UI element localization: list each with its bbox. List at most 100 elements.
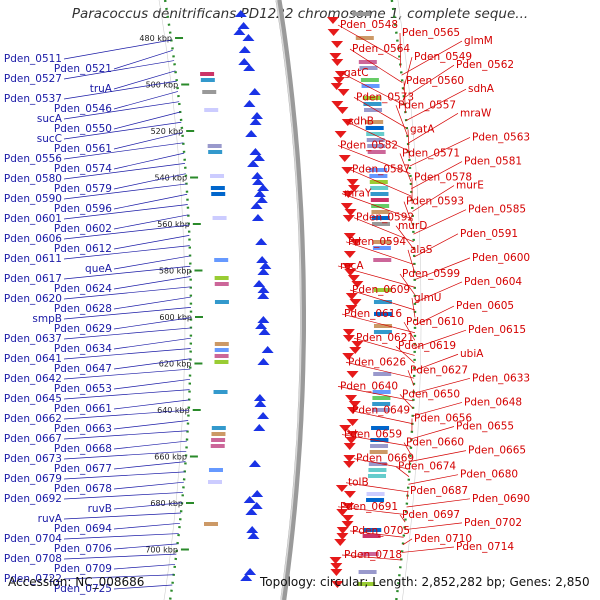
right-leader-line [341, 193, 413, 220]
gene-label-left: Pden_0722 [4, 573, 62, 585]
annotation-bar [367, 474, 386, 478]
right-leader-line [414, 329, 467, 349]
right-leader-line [341, 313, 416, 334]
annotation-bar [355, 36, 374, 40]
annotation-bar [368, 168, 387, 172]
left-leader-line [113, 296, 191, 310]
annotation-bar [357, 582, 376, 586]
gene-label-left: Pden_0580 [4, 173, 62, 185]
reverse-gene-feature [341, 515, 354, 522]
reverse-gene-feature [349, 299, 362, 306]
gene-label-right: Pden_0587 [352, 164, 410, 176]
annotation-bar [363, 102, 382, 106]
right-leader-line [337, 24, 400, 61]
forward-gene-feature [257, 268, 270, 275]
reverse-gene-feature [336, 533, 349, 540]
left-leader-line [63, 265, 191, 280]
gene-label-left: Pden_0629 [54, 323, 112, 335]
reverse-gene-feature [338, 155, 351, 162]
gene-label-right: Pden_0571 [402, 147, 460, 159]
forward-gene-feature [247, 160, 260, 167]
left-leader-line [63, 348, 191, 360]
reverse-gene-feature [329, 53, 342, 60]
reverse-gene-feature [345, 305, 358, 312]
gene-label-right: Pden_0600 [472, 252, 530, 264]
annotation-bar [372, 222, 391, 226]
gene-label-right: Pden_0718 [344, 549, 402, 561]
reverse-gene-feature [342, 335, 355, 342]
left-leader-line [113, 235, 190, 250]
left-leader-line [63, 286, 191, 300]
forward-gene-feature [243, 100, 256, 107]
left-leader-line [113, 440, 188, 450]
left-leader-line [63, 368, 191, 380]
reverse-gene-feature [346, 179, 359, 186]
gene-label-left: Pden_0550 [54, 123, 112, 135]
right-leader-line [399, 514, 406, 523]
annotation-bar [371, 204, 390, 208]
annotation-bar [370, 444, 389, 448]
annotation-bar [214, 276, 229, 280]
right-leader-line [345, 361, 415, 379]
gene-label-right: Pden_0697 [402, 509, 460, 521]
reverse-gene-feature [343, 461, 356, 468]
annotation-bar [372, 246, 391, 250]
gene-label-right: Pden_0687 [410, 485, 468, 497]
right-leader-line [353, 217, 414, 243]
reverse-gene-feature [345, 437, 358, 444]
forward-gene-feature [251, 214, 264, 221]
right-leader-line [337, 265, 415, 288]
kbp-tick-label: 660 kbp [154, 453, 187, 462]
left-leader-line [63, 60, 175, 80]
reverse-gene-feature [326, 17, 339, 24]
forward-gene-feature [251, 172, 264, 179]
gene-label-left: Pden_0679 [4, 473, 62, 485]
forward-gene-feature [258, 328, 271, 335]
right-leader-line [353, 458, 410, 470]
reverse-gene-feature [348, 401, 361, 408]
gene-label-left: Pden_0641 [4, 353, 62, 365]
gene-label-right: Pden_0669 [356, 453, 414, 465]
kbp-tick-label: 640 kbp [157, 406, 190, 415]
kbp-tick-label: 620 kbp [159, 360, 192, 369]
right-leader-line [345, 121, 409, 152]
left-leader-line [63, 204, 188, 220]
reverse-gene-feature [336, 107, 349, 114]
annotation-bar [371, 210, 390, 214]
reverse-gene-feature [346, 371, 359, 378]
right-leader-line [349, 48, 403, 84]
kbp-tick-label: 560 kbp [157, 220, 190, 229]
annotation-bar [214, 348, 229, 352]
right-leader-line [403, 201, 414, 227]
left-leader-line [113, 378, 191, 390]
annotation-bar [214, 300, 229, 304]
gene-label-left: Pden_0617 [4, 273, 62, 285]
reverse-gene-feature [334, 131, 347, 138]
gene-label-left: Pden_0706 [54, 543, 112, 555]
annotation-bar [212, 216, 227, 220]
gene-label-left: Pden_0596 [54, 203, 112, 215]
gene-label-right: Pden_0565 [402, 27, 460, 39]
annotation-bar [368, 462, 387, 466]
gene-label-right: Pden_0633 [472, 372, 530, 384]
left-leader-line [113, 420, 189, 430]
annotation-bar [214, 354, 229, 358]
annotation-bar [366, 492, 385, 496]
gene-label-right: Pden_0659 [344, 429, 402, 441]
gene-label-right: Pden_0585 [468, 204, 526, 216]
reverse-gene-feature [342, 263, 355, 270]
right-leader-line [406, 490, 409, 500]
gene-label-left: Pden_0511 [4, 53, 62, 65]
left-leader-line [63, 409, 189, 420]
annotation-bar [208, 150, 223, 154]
forward-gene-feature [255, 322, 268, 329]
gene-label-left: Pden_0537 [4, 93, 62, 105]
forward-gene-feature [250, 502, 263, 509]
forward-gene-feature [256, 256, 269, 263]
reverse-gene-feature [341, 521, 354, 528]
gene-label-left: Pden_0694 [54, 523, 112, 535]
right-leader-line [413, 377, 471, 394]
reverse-gene-feature [331, 101, 344, 108]
forward-gene-feature [252, 178, 265, 185]
